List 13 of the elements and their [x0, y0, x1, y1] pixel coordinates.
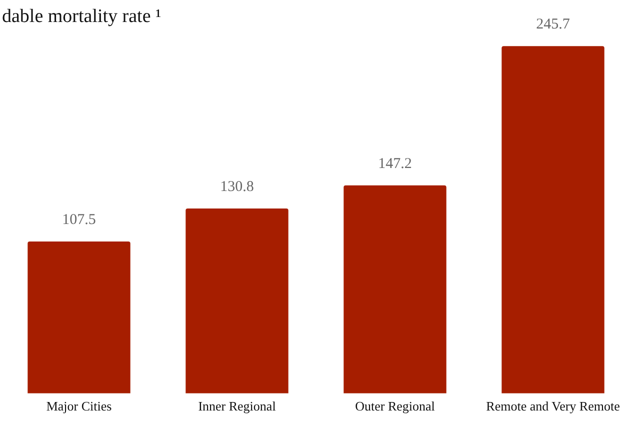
x-tick-label: Major Cities: [46, 398, 112, 414]
data-label: 245.7: [536, 16, 570, 33]
bar: [186, 208, 288, 394]
data-label: 130.8: [220, 178, 254, 195]
x-tick-label: Remote and Very Remote: [486, 398, 620, 414]
chart-title: dable mortality rate ¹: [2, 6, 162, 28]
bar: [28, 241, 130, 394]
bar: [344, 185, 446, 394]
bar: [502, 46, 604, 394]
data-label: 107.5: [62, 212, 96, 228]
x-tick-label: Outer Regional: [355, 398, 436, 414]
x-tick-label: Inner Regional: [198, 398, 276, 414]
data-label: 147.2: [378, 156, 412, 172]
